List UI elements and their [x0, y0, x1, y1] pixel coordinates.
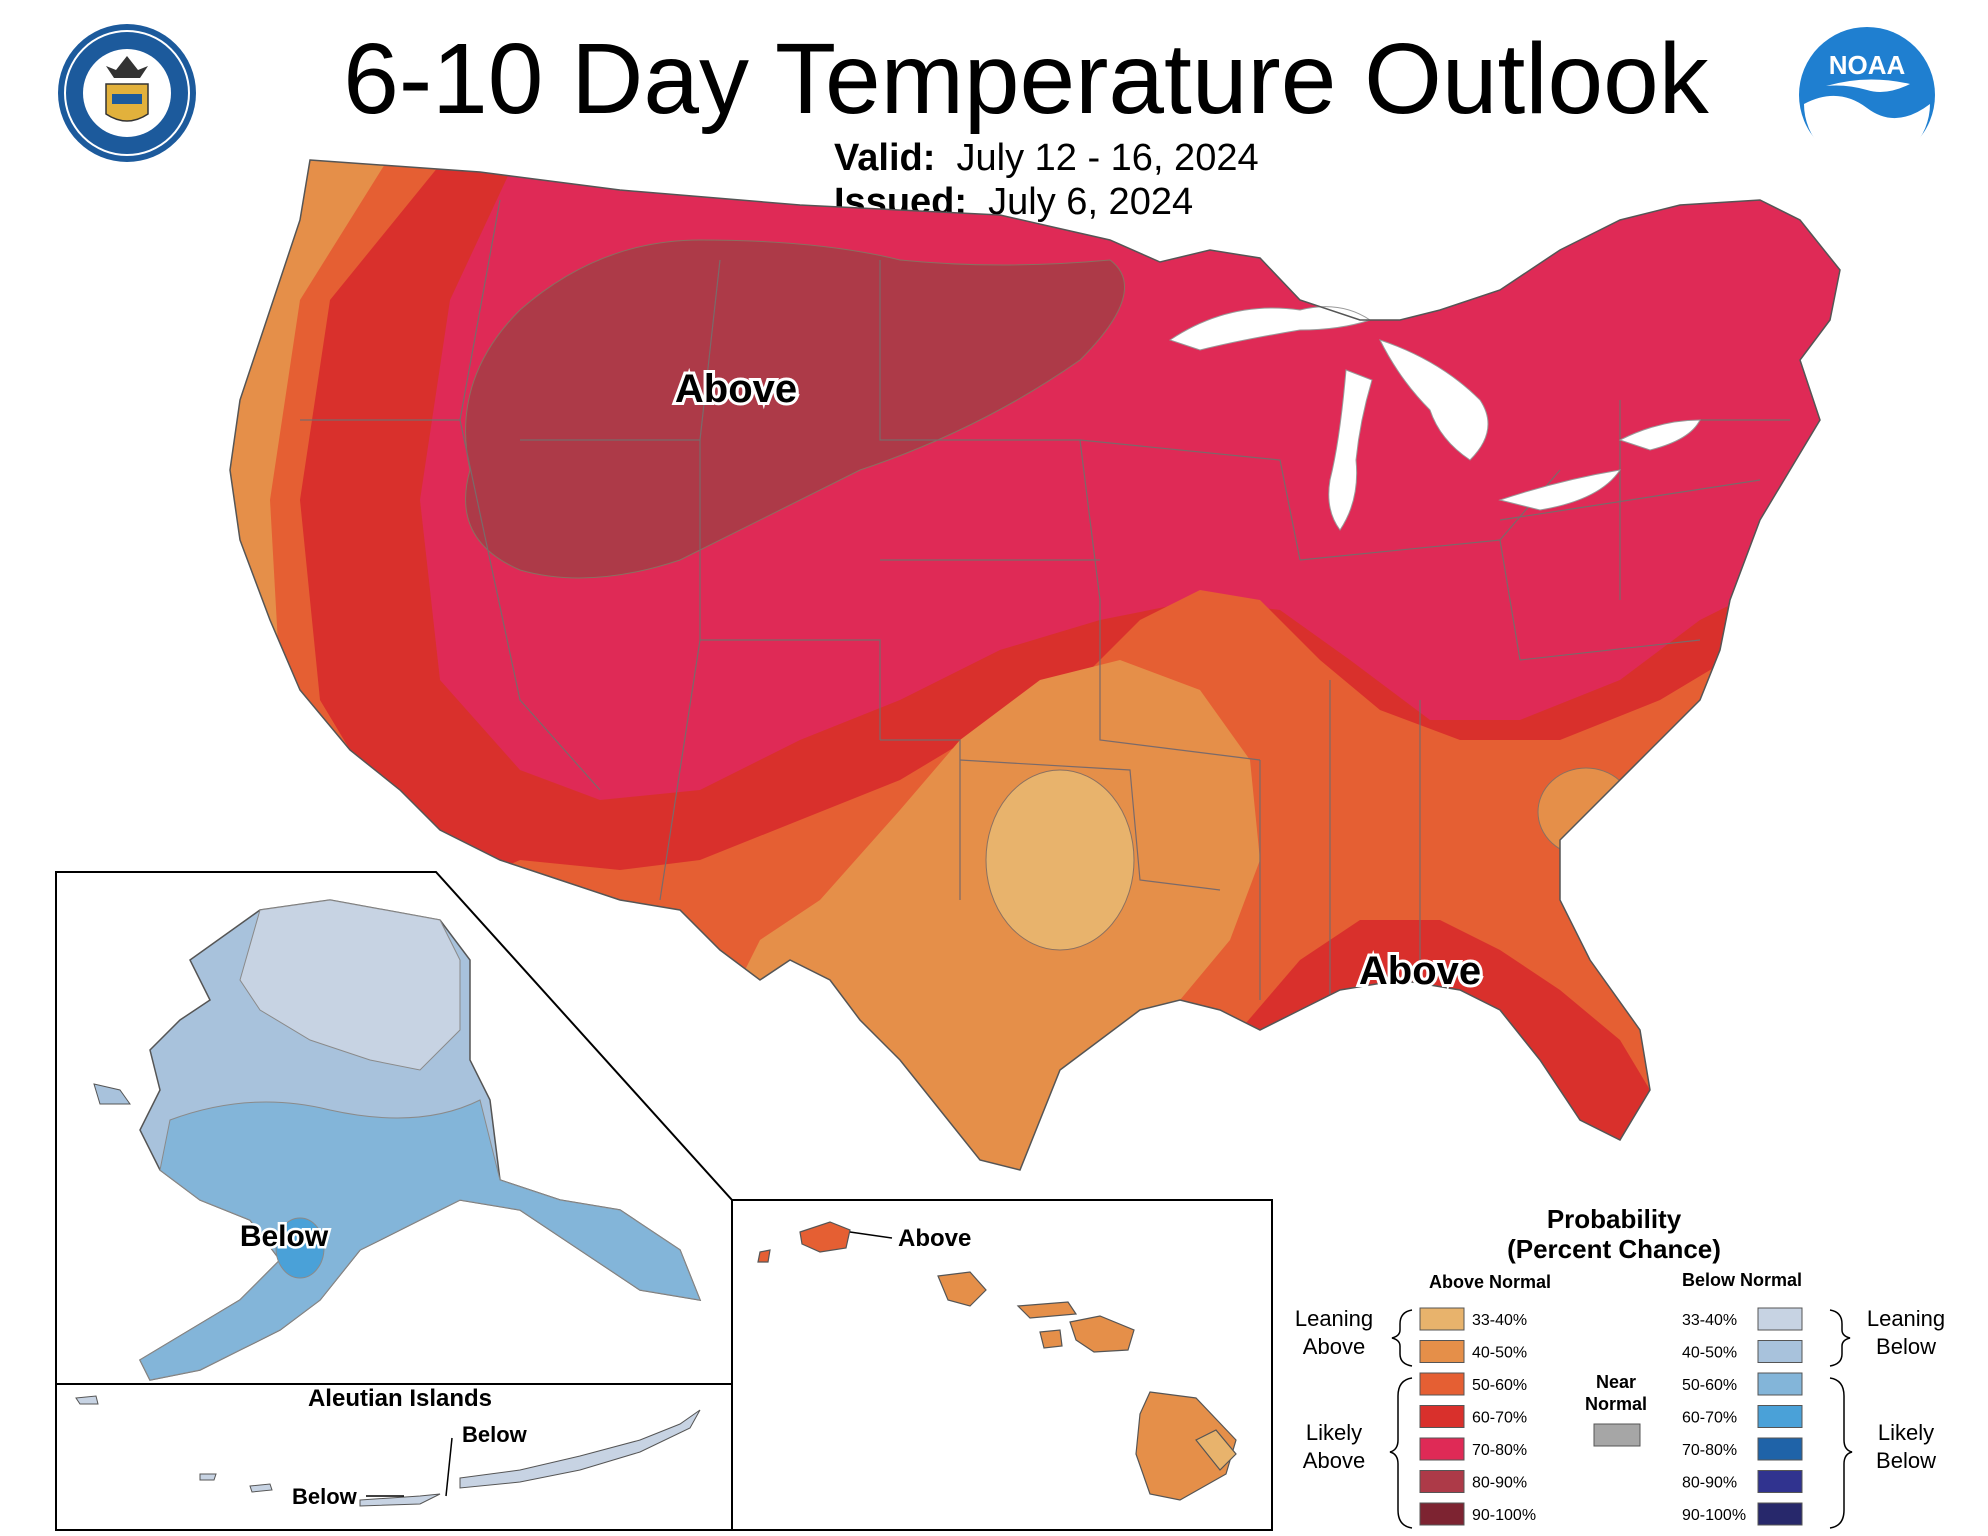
legend-above-swatch-4 — [1419, 1437, 1465, 1461]
legend-below-swatch-5 — [1757, 1470, 1803, 1493]
conus-southeast-label: Above — [1359, 949, 1481, 993]
legend-above-swatch-2 — [1419, 1372, 1465, 1396]
legend-below-label-1: 40-50% — [1682, 1345, 1737, 1362]
legend-above-swatch-5 — [1419, 1470, 1465, 1493]
great-lakes — [1168, 306, 1701, 531]
valid-label: Valid: — [834, 137, 936, 179]
legend-above-label-5: 80-90% — [1472, 1475, 1527, 1492]
valid-value: July 12 - 16, 2024 — [956, 137, 1259, 179]
near-normal-swatch — [1593, 1423, 1641, 1447]
legend-below-label-0: 33-40% — [1682, 1312, 1737, 1329]
likely-above-line1: Likely — [1306, 1420, 1362, 1445]
legend-above-swatches: 33-40% 40-50% 50-60% 60-70% 70-80% 80-90% 90-1… — [1419, 1307, 1536, 1526]
legend-title-line1: Probability — [1547, 1204, 1682, 1234]
page-title: 6-10 Day Temperature Outlook — [343, 23, 1709, 135]
conus-outline — [229, 159, 1841, 1171]
likely-below-line2: Below — [1876, 1448, 1936, 1473]
legend-below-label-3: 60-70% — [1682, 1410, 1737, 1427]
legend-above-label-2: 50-60% — [1472, 1377, 1527, 1394]
legend-below-label-5: 80-90% — [1682, 1475, 1737, 1492]
noaa-logo-icon: NOAA — [1799, 27, 1935, 164]
legend-below-label-4: 70-80% — [1682, 1442, 1737, 1459]
legend-below-swatch-6 — [1757, 1502, 1803, 1526]
noaa-logo-text: NOAA — [1829, 50, 1906, 80]
legend-above-swatch-0 — [1419, 1307, 1465, 1331]
leaning-below-line2: Below — [1876, 1334, 1936, 1359]
legend-below-label-2: 50-60% — [1682, 1377, 1737, 1394]
legend-above-label-1: 40-50% — [1472, 1345, 1527, 1362]
aleutian-label-1: Below — [462, 1422, 528, 1447]
state-boundaries — [300, 199, 1790, 1010]
probability-legend: Probability (Percent Chance) Above Norma… — [1295, 1204, 1945, 1529]
legend-below-label-6: 90-100% — [1682, 1507, 1746, 1524]
legend-title-line2: (Percent Chance) — [1507, 1234, 1721, 1264]
legend-below-swatch-2 — [1757, 1372, 1803, 1396]
legend-above-header: Above Normal — [1429, 1272, 1551, 1292]
commerce-seal-icon — [58, 24, 196, 162]
legend-below-header: Below Normal — [1682, 1270, 1802, 1290]
legend-below-swatch-0 — [1757, 1307, 1803, 1331]
conus-north-label: Above — [675, 367, 797, 411]
near-normal-line2: Normal — [1585, 1394, 1647, 1414]
aleutian-title: Aleutian Islands — [308, 1385, 492, 1412]
leaning-above-line2: Above — [1303, 1334, 1365, 1359]
legend-above-swatch-1 — [1419, 1340, 1465, 1363]
legend-above-swatch-6 — [1419, 1502, 1465, 1526]
legend-above-swatch-3 — [1419, 1405, 1465, 1428]
legend-below-swatch-4 — [1757, 1437, 1803, 1461]
legend-below-swatches: 33-40% 40-50% 50-60% 60-70% 70-80% 80-90% 90-1… — [1682, 1307, 1803, 1526]
hawaii-label: Above — [898, 1225, 971, 1252]
hawaii-map — [757, 1221, 1237, 1501]
alaska-map — [93, 899, 702, 1381]
legend-above-label-6: 90-100% — [1472, 1507, 1536, 1524]
leaning-above-line1: Leaning — [1295, 1306, 1373, 1331]
aleutian-label-2: Below — [292, 1484, 358, 1509]
leaning-below-line1: Leaning — [1867, 1306, 1945, 1331]
legend-below-swatch-3 — [1757, 1405, 1803, 1428]
issued-value: July 6, 2024 — [988, 181, 1194, 223]
likely-below-line1: Likely — [1878, 1420, 1934, 1445]
legend-above-label-3: 60-70% — [1472, 1410, 1527, 1427]
aleutian-islands — [75, 1395, 701, 1507]
likely-above-line2: Above — [1303, 1448, 1365, 1473]
legend-below-swatch-1 — [1757, 1340, 1803, 1363]
legend-above-label-4: 70-80% — [1472, 1442, 1527, 1459]
near-normal-line1: Near — [1596, 1372, 1636, 1392]
date-block: Valid: July 12 - 16, 2024 Issued: July 6… — [834, 136, 1259, 224]
legend-above-label-0: 33-40% — [1472, 1312, 1527, 1329]
alaska-label: Below — [240, 1220, 329, 1253]
